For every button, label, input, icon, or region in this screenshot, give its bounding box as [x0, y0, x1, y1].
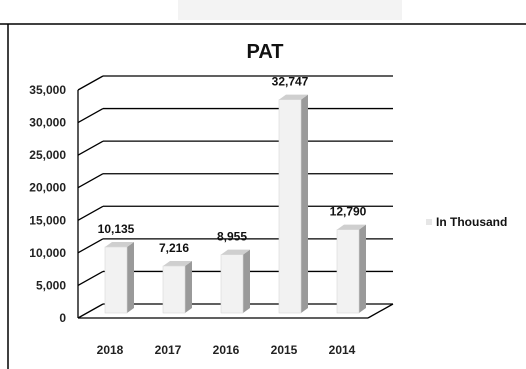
data-label: 12,790: [330, 205, 367, 219]
bar-side: [359, 224, 366, 313]
data-label: 32,747: [272, 75, 309, 89]
gridline-diagonal: [77, 108, 104, 124]
y-tick-label: 10,000: [29, 246, 66, 260]
y-tick-label: 20,000: [29, 181, 66, 195]
bar-side: [185, 260, 192, 313]
x-tick-label: 2016: [213, 343, 240, 357]
data-label: 7,216: [159, 241, 189, 255]
bars-layer: [104, 94, 366, 314]
bar-2018: [104, 241, 134, 314]
y-tick-label: 25,000: [29, 148, 66, 162]
y-tick-label: 30,000: [29, 116, 66, 130]
chart-title: PAT: [246, 41, 283, 63]
gridline-diagonal: [77, 75, 104, 91]
legend: In Thousand: [426, 215, 507, 229]
bar-front: [104, 246, 128, 314]
bar-front: [336, 229, 360, 314]
bar-top: [221, 249, 250, 255]
gridline-diagonal: [77, 303, 104, 319]
background-panel-top: [178, 0, 402, 20]
x-tick-label: 2015: [271, 343, 298, 357]
floor-right-edge: [367, 303, 394, 319]
y-tick-label: 5,000: [36, 278, 66, 292]
y-tick-label: 15,000: [29, 213, 66, 227]
bar-side: [127, 241, 134, 313]
bar-front: [220, 254, 244, 314]
bar-front: [162, 265, 186, 314]
bar-side: [243, 249, 250, 313]
bar-2015: [278, 94, 308, 314]
bar-2016: [220, 249, 250, 314]
gridline-diagonal: [77, 270, 104, 286]
x-tick-label: 2017: [155, 343, 182, 357]
x-tick-label: 2014: [329, 343, 356, 357]
bar-side: [301, 94, 308, 313]
gridline-diagonal: [77, 140, 104, 156]
bar-2014: [336, 224, 366, 314]
bar-top: [163, 260, 192, 266]
bar-top: [105, 241, 134, 247]
gridline-diagonal: [77, 238, 104, 254]
bar-front: [278, 99, 302, 314]
x-tick-label: 2018: [97, 343, 124, 357]
bar-top: [279, 94, 308, 100]
y-axis-ticks: 0 5,000 10,000 15,000 20,000 25,000 30,000 35,0…: [29, 83, 66, 325]
y-tick-label: 0: [59, 311, 66, 325]
data-labels-layer: 10,135 7,216 8,955 32,747 12,790: [98, 75, 367, 255]
gridline-diagonal: [77, 173, 104, 189]
bar-top: [337, 224, 366, 230]
legend-label: In Thousand: [436, 215, 507, 229]
legend-marker: [426, 219, 432, 225]
bar-2017: [162, 260, 192, 314]
gridline-diagonal: [77, 205, 104, 221]
y-tick-label: 35,000: [29, 83, 66, 97]
data-label: 8,955: [217, 230, 247, 244]
x-axis-ticks: 2018 2017 2016 2015 2014: [97, 343, 356, 357]
data-label: 10,135: [98, 222, 135, 236]
